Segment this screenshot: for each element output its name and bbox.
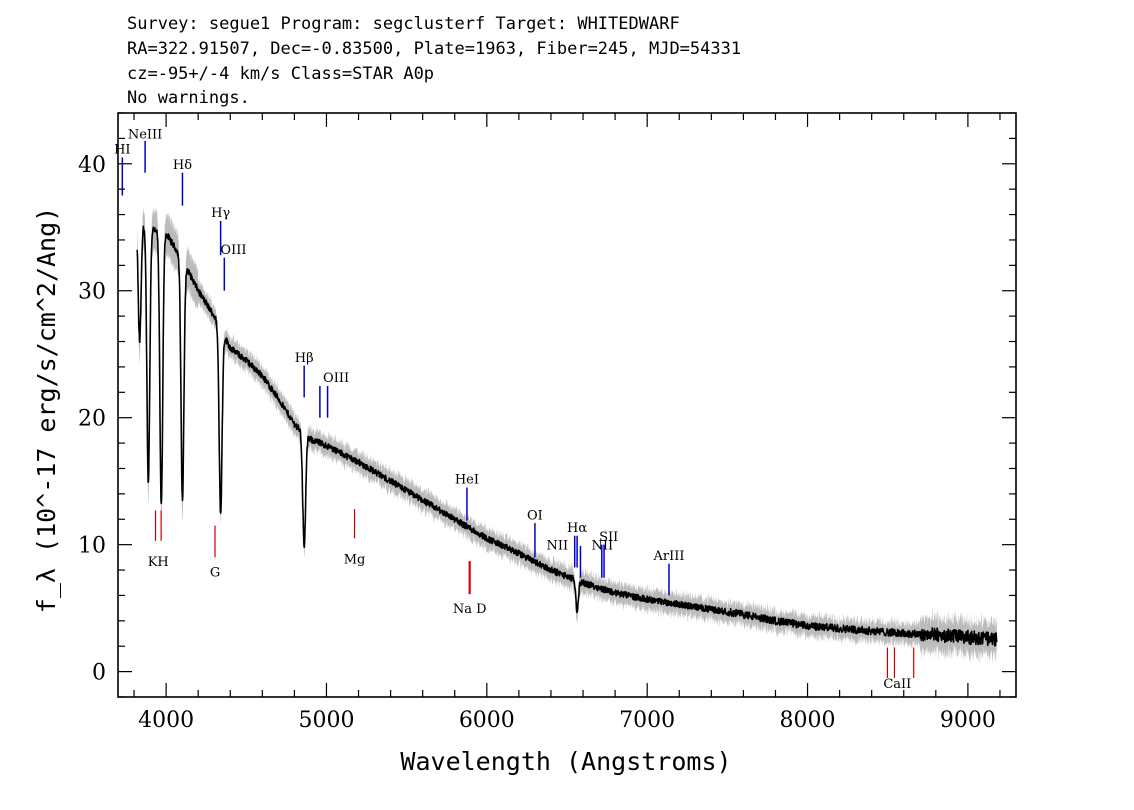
error-band-area [137, 206, 997, 664]
y-tick-label: 20 [78, 407, 106, 432]
line-label: G [210, 565, 220, 580]
x-tick-label: 5000 [298, 708, 354, 733]
flux-series [136, 225, 998, 647]
line-label: Hγ [211, 206, 230, 221]
line-label: Hβ [295, 351, 314, 366]
axis-tick-labels: 4000 5000 6000 7000 8000 9000 0 10 20 30 40 [78, 153, 996, 733]
line-label: Hα [567, 521, 587, 536]
line-label: NII [591, 539, 613, 554]
header-line-coordinates: RA=322.91507, Dec=-0.83500, Plate=1963, … [127, 39, 741, 59]
x-tick-label: 6000 [459, 708, 515, 733]
y-tick-label: 0 [92, 661, 106, 686]
x-tick-label: 4000 [138, 708, 194, 733]
line-label: OIII [220, 243, 246, 258]
x-axis-label: Wavelength (Angstroms) [400, 747, 731, 776]
line-label: HI [114, 143, 130, 158]
x-tick-label: 9000 [940, 708, 996, 733]
header-line-survey: Survey: segue1 Program: segclusterf Targ… [127, 14, 680, 34]
flux-line [136, 225, 998, 647]
line-label: HeI [455, 473, 479, 488]
line-label: CaII [883, 677, 911, 692]
header-line-redshift-class: cz=-95+/-4 km/s Class=STAR A0p [127, 64, 434, 84]
y-axis-label: f_λ (10^-17 erg/s/cm^2/Ang) [32, 207, 61, 613]
x-tick-label: 7000 [619, 708, 675, 733]
line-labels: HINeIIIHδHγOIIIHβOIIIHeIOINIIHαNIISIIArI… [114, 127, 911, 692]
y-tick-label: 10 [78, 534, 106, 559]
axis-ticks [118, 112, 1016, 698]
y-tick-label: 30 [78, 280, 106, 305]
line-label: ArIII [652, 549, 684, 564]
x-tick-label: 8000 [780, 708, 836, 733]
header-line-warnings: No warnings. [127, 88, 250, 108]
y-tick-label: 40 [78, 153, 106, 178]
line-label: Na D [453, 602, 487, 617]
error-band [137, 206, 997, 664]
line-label: SII [599, 530, 618, 545]
line-label: Hδ [173, 158, 192, 173]
line-label: OIII [323, 371, 349, 386]
line-label: OI [527, 508, 543, 523]
plot-frame [117, 112, 1017, 698]
line-label: KH [148, 555, 169, 570]
plot-area: HINeIIIHδHγOIIIHβOIIIHeIOINIIHαNIISIIArI… [114, 127, 998, 692]
line-label: Mg [344, 553, 366, 568]
line-label: NeIII [128, 127, 162, 142]
line-markers [121, 140, 915, 678]
line-label: NII [547, 539, 569, 554]
